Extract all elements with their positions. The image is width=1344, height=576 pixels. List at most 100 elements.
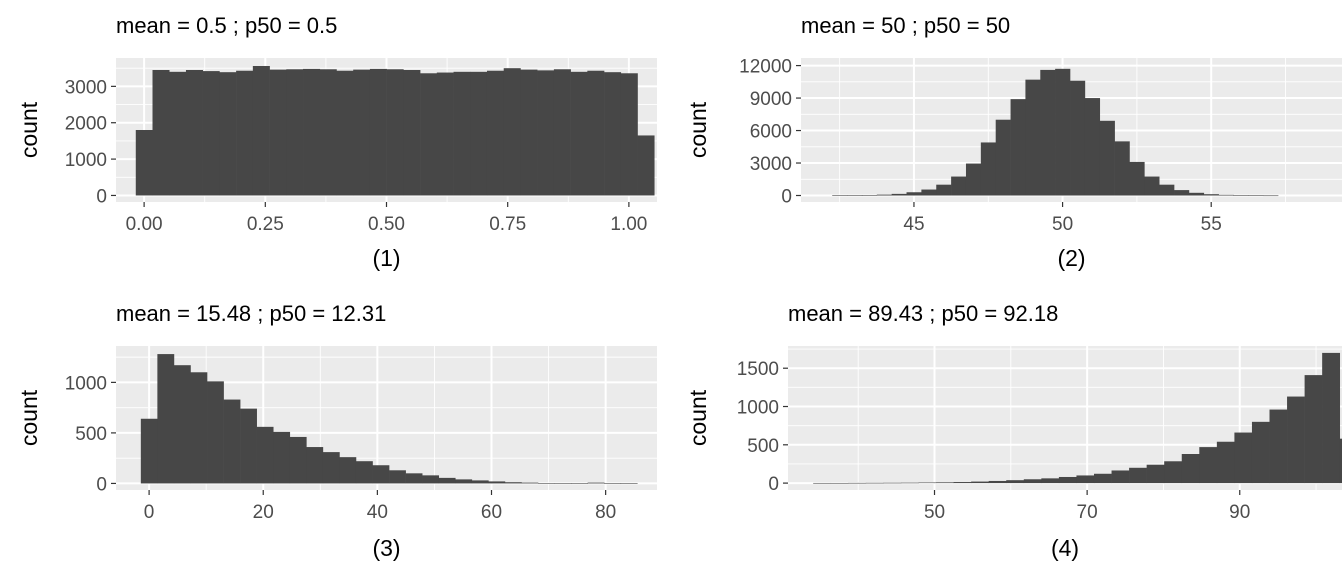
- panel-4-histogram-bar: [1339, 438, 1342, 484]
- panel-3-histogram-bar: [372, 465, 390, 484]
- panel-2-y-tick-label: 0: [781, 187, 792, 208]
- panel-3-title: mean = 15.48 ; p50 = 12.31: [116, 301, 386, 326]
- panel-4-y-tick-label: 500: [747, 436, 779, 457]
- panel-1-bars: [135, 66, 655, 196]
- panel-2-histogram-bar: [1144, 176, 1160, 196]
- panel-4-histogram-bar: [1093, 473, 1112, 484]
- panel-1-y-axis-label: count: [16, 101, 42, 158]
- panel-4-y-axis-label: count: [685, 389, 711, 446]
- panel-4-y-tick-label: 0: [768, 474, 779, 495]
- panel-3-x-tick-label: 40: [367, 502, 388, 523]
- panel-1-x-axis-label: (1): [372, 245, 400, 271]
- panel-3-histogram-bar: [240, 408, 257, 484]
- panel-3-histogram-bar: [571, 483, 588, 484]
- panel-3-histogram-bar: [207, 381, 224, 484]
- panel-2-histogram-bar: [1070, 80, 1086, 196]
- panel-3-bars: [140, 354, 638, 484]
- panel-1: 0.00 0.25 0.50 0.75 1.00 0 1000 2000 3000 mean =…: [16, 13, 657, 271]
- panel-2-histogram-bar: [1025, 79, 1041, 196]
- panel-2-y-tick-label: 9000: [750, 89, 792, 110]
- panel-1-histogram-bar: [219, 72, 237, 196]
- panel-2: 45 50 55 0 3000 6000 9000 12000 mean = 50 ; p50…: [685, 13, 1342, 271]
- panel-3-histogram-bar: [587, 482, 605, 484]
- panel-3: 0 20 40 60 80 0 500 1000 mean = 15.48 ; p50 = 1…: [16, 301, 657, 561]
- panel-3-histogram-bar: [620, 483, 638, 484]
- panel-2-y-tick-label: 6000: [750, 122, 792, 143]
- panel-4-histogram-bar: [813, 482, 832, 484]
- panel-1-histogram-bar: [269, 69, 287, 196]
- panel-1-histogram-bar: [604, 72, 622, 196]
- panel-3-histogram-bar: [488, 481, 506, 484]
- panel-1-histogram-bar: [319, 69, 337, 196]
- panel-1-histogram-bar: [202, 71, 220, 196]
- panel-2-x-axis-label: (2): [1057, 245, 1085, 271]
- panel-4-histogram-bar: [1058, 476, 1077, 484]
- panel-2-histogram-bar: [906, 192, 922, 196]
- panel-2-histogram-bar: [1218, 194, 1234, 196]
- panel-1-histogram-bar: [486, 70, 505, 196]
- panel-1-x-tick-label: 1.00: [610, 214, 647, 235]
- panel-1-histogram-bar: [135, 130, 153, 196]
- panel-1-histogram-bar: [336, 70, 354, 196]
- panel-2-histogram-bar: [951, 176, 967, 196]
- panel-2-histogram-bar: [1055, 68, 1071, 196]
- panel-4-histogram-bar: [1111, 470, 1130, 484]
- panel-2-histogram-bar: [1114, 141, 1130, 196]
- panel-3-histogram-bar: [339, 457, 357, 484]
- panel-3-y-axis-label: count: [16, 389, 42, 446]
- panel-4-histogram-bar: [900, 482, 919, 484]
- panel-4-histogram-bar: [1023, 479, 1042, 484]
- panel-4-title: mean = 89.43 ; p50 = 92.18: [788, 301, 1058, 326]
- panel-1-histogram-bar: [236, 70, 254, 196]
- panel-4-histogram-bar: [883, 482, 902, 484]
- panel-1-histogram-bar: [169, 71, 187, 196]
- panel-1-histogram-bar: [436, 72, 454, 196]
- panel-2-histogram-bar: [1040, 69, 1056, 196]
- panel-3-histogram-bar: [554, 483, 572, 484]
- panel-3-histogram-bar: [422, 475, 440, 484]
- panel-4-histogram-bar: [1322, 352, 1341, 484]
- panel-3-x-tick-label: 60: [481, 502, 502, 523]
- panel-2-histogram-bar: [1203, 194, 1219, 196]
- panel-4-plot-area: 50 70 90 0 500 1000 1500: [737, 346, 1342, 523]
- panel-3-x-axis-label: (3): [372, 535, 400, 561]
- panel-2-histogram-bar: [1159, 184, 1175, 196]
- panel-3-histogram-bar: [389, 470, 406, 484]
- panel-4-histogram-bar: [918, 482, 937, 484]
- panel-1-histogram-bar: [185, 70, 203, 196]
- panel-2-histogram-bar: [1084, 98, 1101, 196]
- panel-4-histogram-bar: [1269, 409, 1288, 484]
- panel-4: 50 70 90 0 500 1000 1500 mean = 89.43 ; p50 = …: [685, 301, 1342, 561]
- panel-3-histogram-bar: [455, 479, 473, 484]
- panel-2-histogram-bar: [965, 163, 982, 196]
- panel-1-histogram-bar: [637, 135, 655, 196]
- panel-2-y-tick-label: 12000: [739, 57, 792, 78]
- panel-2-y-axis-label: count: [685, 101, 711, 158]
- panel-2-plot-area: 45 50 55 0 3000 6000 9000 12000: [739, 57, 1342, 235]
- panel-3-histogram-bar: [256, 426, 274, 484]
- panel-2-histogram-bar: [980, 142, 997, 196]
- panel-3-histogram-bar: [289, 436, 307, 484]
- panel-3-histogram-bar: [504, 482, 522, 484]
- panel-4-histogram-bar: [865, 482, 884, 484]
- panel-4-histogram-bar: [988, 480, 1007, 484]
- panel-2-histogram-bar: [1263, 195, 1279, 197]
- panel-3-y-tick-label: 0: [96, 474, 107, 495]
- panel-3-histogram-bar: [604, 483, 622, 484]
- panel-2-histogram-bar: [891, 193, 907, 196]
- panel-4-histogram-bar: [1146, 464, 1165, 484]
- panel-4-histogram-bar: [1216, 441, 1235, 484]
- panel-1-histogram-bar: [587, 70, 605, 196]
- panel-3-histogram-bar: [438, 477, 456, 484]
- panel-3-histogram-bar: [157, 354, 175, 484]
- panel-3-histogram-bar: [173, 365, 191, 484]
- panel-1-y-tick-label: 3000: [65, 77, 107, 98]
- panel-4-histogram-bar: [1181, 454, 1200, 484]
- panel-4-histogram-bar: [936, 482, 954, 484]
- panel-2-histogram-bar: [847, 195, 863, 196]
- panel-2-histogram-bar: [1248, 195, 1264, 196]
- panel-4-histogram-bar: [1006, 480, 1025, 484]
- panel-1-histogram-bar: [252, 66, 270, 196]
- panel-4-x-axis-label: (4): [1051, 535, 1079, 561]
